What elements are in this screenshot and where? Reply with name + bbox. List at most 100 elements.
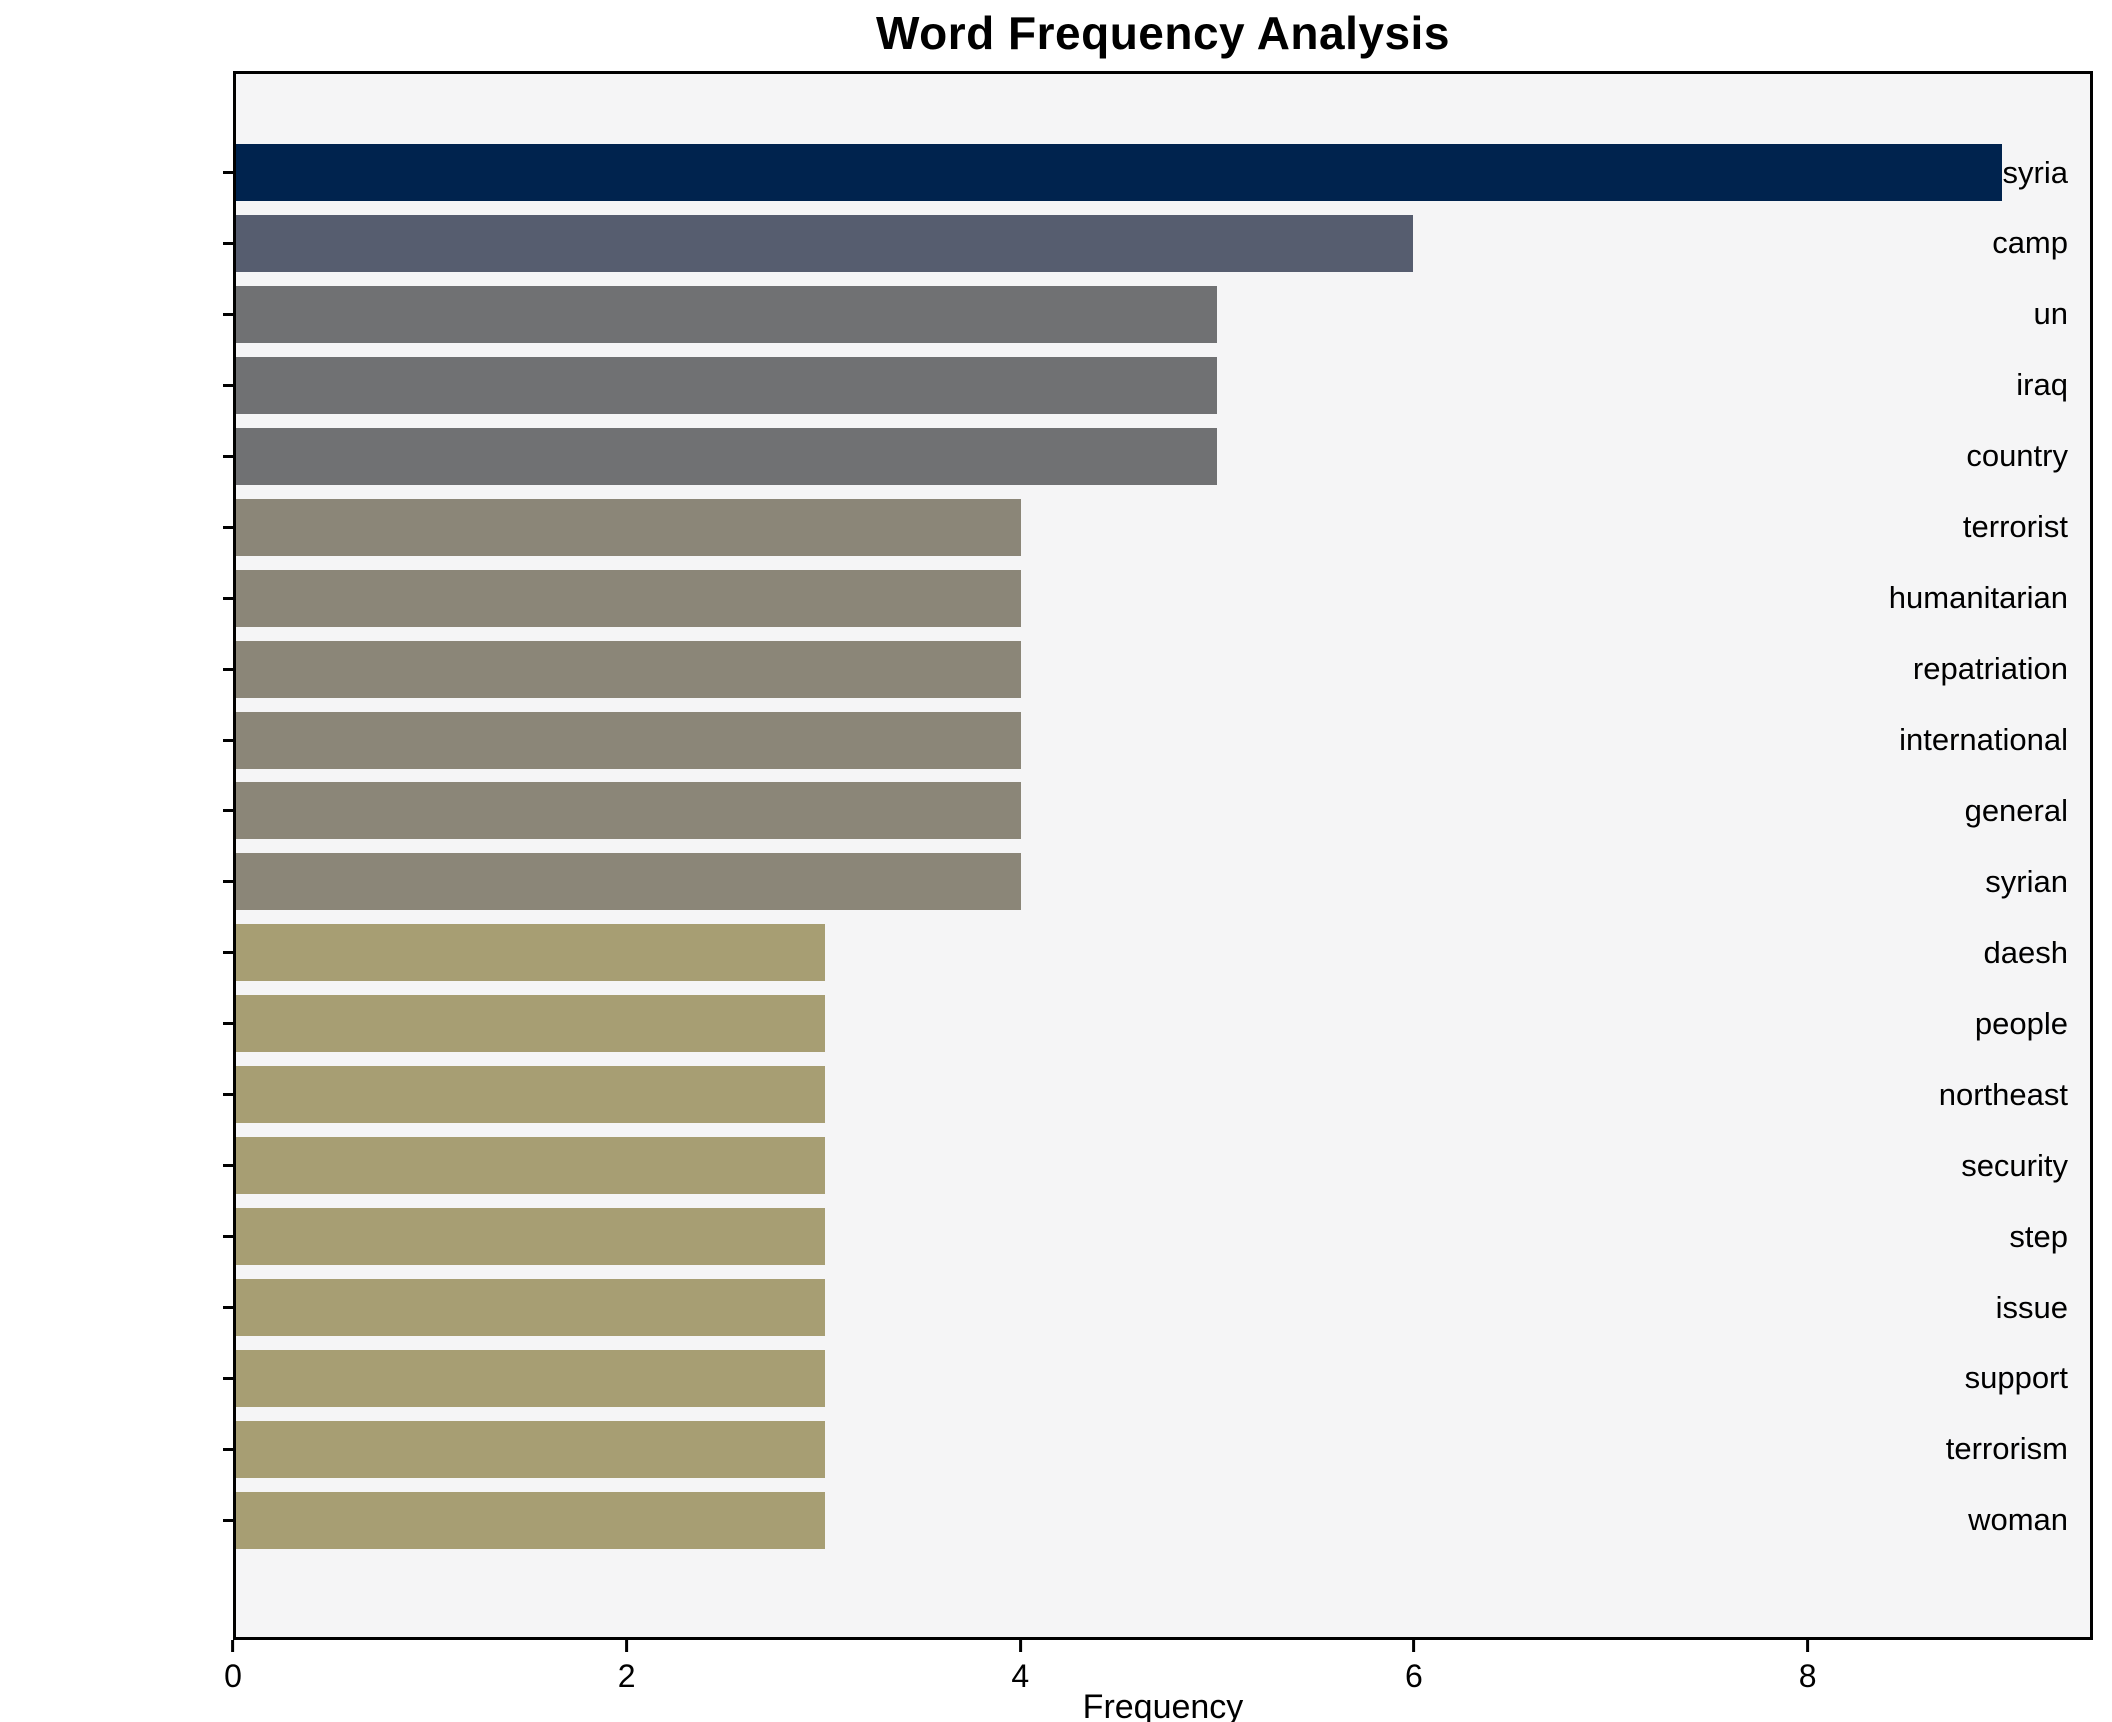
bar <box>236 640 1021 698</box>
x-tick-mark <box>1018 1640 1022 1652</box>
y-tick-label: international <box>1899 722 2068 757</box>
bars-container: syria camp un iraq country terrorist humanitar… <box>223 74 2090 1637</box>
y-tick-mark <box>223 171 233 174</box>
bar <box>236 1279 825 1336</box>
y-tick-mark <box>223 596 233 600</box>
y-tick-label: camp <box>1992 225 2068 261</box>
y-tick-label: daesh <box>1983 934 2068 970</box>
bar <box>236 853 1021 911</box>
bar <box>236 1066 825 1124</box>
bar <box>236 995 825 1053</box>
bar <box>236 711 1021 769</box>
y-tick-label: issue <box>1995 1289 2068 1325</box>
y-tick-mark <box>223 241 233 245</box>
bar <box>236 1137 825 1195</box>
y-tick-mark <box>223 667 233 671</box>
y-tick-label: syria <box>2002 154 2068 190</box>
bar-row: un <box>223 285 2090 343</box>
x-tick-label: 4 <box>1011 1658 1030 1694</box>
y-tick-label: people <box>1974 1005 2068 1041</box>
y-tick-mark <box>223 383 233 387</box>
y-tick-mark <box>223 1376 233 1380</box>
bar <box>236 285 1217 343</box>
y-tick-mark <box>223 1518 233 1522</box>
y-tick-mark <box>223 1093 233 1097</box>
bar-row: camp <box>223 214 2090 272</box>
y-tick-mark <box>223 738 233 742</box>
x-tick: 0 <box>224 1640 242 1695</box>
y-tick-mark <box>223 1235 233 1239</box>
y-tick-label: repatriation <box>1912 651 2068 687</box>
plot-area: syria camp un iraq country terrorist humanitar… <box>223 71 2093 1640</box>
x-axis: 0 2 4 6 8 <box>224 1640 2093 1700</box>
y-tick-mark <box>223 951 233 955</box>
bar <box>236 1208 825 1266</box>
bar-row: woman <box>223 1491 2090 1549</box>
bar-row: syrian <box>223 853 2090 911</box>
bar-row: humanitarian <box>223 569 2090 627</box>
bar-row: daesh <box>223 924 2090 982</box>
bar <box>236 214 1414 272</box>
y-tick-mark <box>223 1306 233 1309</box>
bar-row: people <box>223 995 2090 1053</box>
x-tick-mark <box>1412 1640 1416 1652</box>
x-tick-mark <box>231 1640 235 1652</box>
bar <box>236 1349 825 1407</box>
y-tick-mark <box>223 454 233 458</box>
bar-row: northeast <box>223 1066 2090 1124</box>
bar-row: iraq <box>223 356 2090 414</box>
y-tick-mark <box>223 312 233 316</box>
y-tick-label: terrorist <box>1962 509 2068 545</box>
y-tick-mark <box>223 880 233 884</box>
bar <box>236 498 1021 556</box>
x-tick: 8 <box>1798 1640 1817 1695</box>
bar <box>236 569 1021 627</box>
bar <box>236 1420 825 1478</box>
bar <box>236 924 825 982</box>
y-tick-label: security <box>1961 1147 2068 1183</box>
bar <box>236 782 1021 840</box>
x-tick: 6 <box>1405 1640 1423 1695</box>
x-tick-label: 2 <box>617 1658 636 1694</box>
y-tick-mark <box>223 1022 233 1026</box>
x-tick: 4 <box>1011 1640 1029 1695</box>
chart-title: Word Frequency Analysis <box>876 7 1450 59</box>
y-tick-label: woman <box>1968 1502 2068 1538</box>
x-tick-label: 0 <box>224 1658 242 1694</box>
x-tick-mark <box>625 1640 629 1652</box>
bar-row: syria <box>223 144 2090 201</box>
y-tick-label: syrian <box>1985 863 2068 899</box>
y-tick-mark <box>223 525 233 529</box>
y-tick-mark <box>223 1447 233 1451</box>
y-tick-label: northeast <box>1938 1076 2068 1112</box>
y-tick-label: general <box>1964 792 2068 828</box>
bar-row: country <box>223 427 2090 485</box>
bar-row: issue <box>223 1279 2090 1336</box>
bar-row: support <box>223 1349 2090 1407</box>
x-tick-label: 6 <box>1405 1658 1423 1694</box>
bar-row: step <box>223 1208 2090 1266</box>
bar-row: repatriation <box>223 640 2090 698</box>
y-tick-mark <box>223 809 233 813</box>
x-tick-label: 8 <box>1798 1658 1817 1694</box>
x-tick: 2 <box>618 1640 636 1695</box>
y-tick-label: un <box>2033 296 2068 332</box>
x-tick-mark <box>1806 1640 1810 1652</box>
y-tick-mark <box>223 1164 233 1168</box>
bar-row: terrorist <box>223 498 2090 556</box>
bar <box>236 144 2002 201</box>
bar <box>236 1491 825 1549</box>
y-tick-label: step <box>2009 1218 2068 1254</box>
bar <box>236 427 1217 485</box>
y-tick-label: humanitarian <box>1888 580 2068 616</box>
bar-row: international <box>223 711 2090 769</box>
y-tick-label: country <box>1966 438 2068 474</box>
bar-row: terrorism <box>223 1420 2090 1478</box>
y-tick-label: iraq <box>2016 367 2068 403</box>
y-tick-label: support <box>1964 1360 2068 1396</box>
bar-row: security <box>223 1137 2090 1195</box>
bar-row: general <box>223 782 2090 840</box>
y-tick-label: terrorism <box>1945 1431 2068 1467</box>
bar <box>236 356 1217 414</box>
